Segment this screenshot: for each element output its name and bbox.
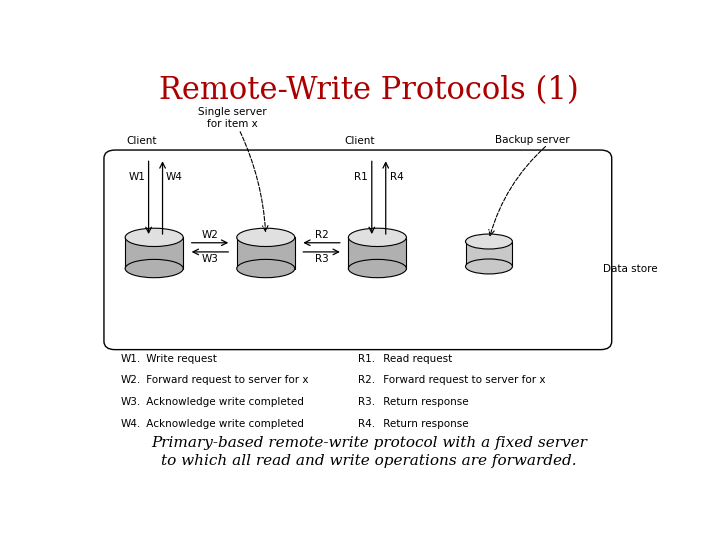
Text: R4: R4 xyxy=(390,172,404,182)
Text: R3.: R3. xyxy=(358,397,375,407)
Text: W1: W1 xyxy=(129,172,146,182)
Text: W3: W3 xyxy=(202,254,218,265)
Text: R1.: R1. xyxy=(358,354,375,364)
Text: Data store: Data store xyxy=(603,264,658,274)
Text: W2: W2 xyxy=(202,230,218,240)
Text: W2.: W2. xyxy=(121,375,141,386)
FancyBboxPatch shape xyxy=(104,150,612,349)
Text: Forward request to server for x: Forward request to server for x xyxy=(143,375,308,386)
Text: Remote-Write Protocols (1): Remote-Write Protocols (1) xyxy=(159,75,579,106)
Text: W4.: W4. xyxy=(121,418,141,429)
Ellipse shape xyxy=(466,234,513,249)
Polygon shape xyxy=(466,241,513,266)
Ellipse shape xyxy=(125,228,183,246)
Text: Client: Client xyxy=(344,136,374,146)
Text: Backup server: Backup server xyxy=(495,134,570,145)
Text: Client: Client xyxy=(126,136,157,146)
Polygon shape xyxy=(348,238,406,268)
Text: R2: R2 xyxy=(315,230,328,240)
Text: Write request: Write request xyxy=(143,354,217,364)
Text: Single server
for item x: Single server for item x xyxy=(198,107,266,129)
Text: Forward request to server for x: Forward request to server for x xyxy=(380,375,546,386)
Text: Read request: Read request xyxy=(380,354,452,364)
Text: W1.: W1. xyxy=(121,354,141,364)
Ellipse shape xyxy=(237,228,294,246)
Ellipse shape xyxy=(125,259,183,278)
Text: Acknowledge write completed: Acknowledge write completed xyxy=(143,397,304,407)
Ellipse shape xyxy=(237,259,294,278)
Ellipse shape xyxy=(348,259,406,278)
Text: Acknowledge write completed: Acknowledge write completed xyxy=(143,418,304,429)
Text: Primary-based remote-write protocol with a fixed server: Primary-based remote-write protocol with… xyxy=(151,436,587,450)
Ellipse shape xyxy=(348,228,406,246)
Text: R2.: R2. xyxy=(358,375,375,386)
Text: R1: R1 xyxy=(354,172,367,182)
Text: to which all read and write operations are forwarded.: to which all read and write operations a… xyxy=(161,454,577,468)
Text: Return response: Return response xyxy=(380,397,469,407)
Text: W4: W4 xyxy=(166,172,182,182)
Text: R3: R3 xyxy=(315,254,328,265)
Polygon shape xyxy=(237,238,294,268)
Text: W3.: W3. xyxy=(121,397,141,407)
Ellipse shape xyxy=(466,259,513,274)
Polygon shape xyxy=(125,238,183,268)
Text: R4.: R4. xyxy=(358,418,375,429)
Text: Return response: Return response xyxy=(380,418,469,429)
